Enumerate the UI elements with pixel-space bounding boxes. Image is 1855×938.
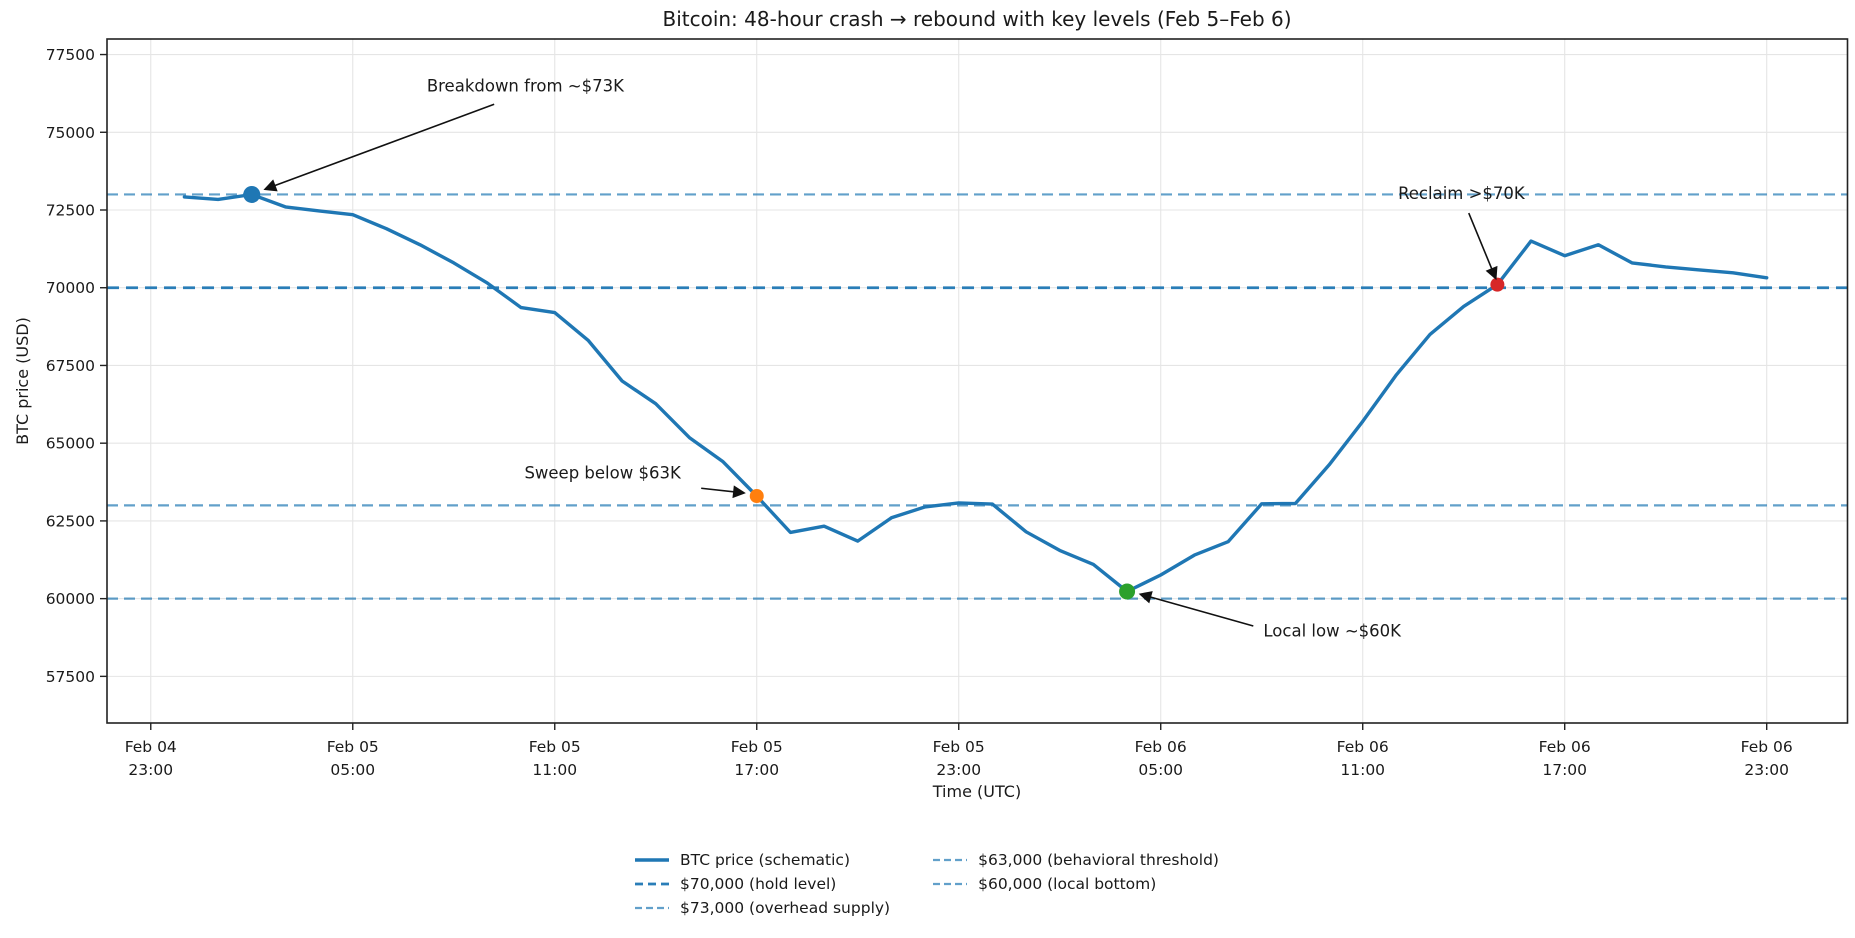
- x-tick-label: Feb 04 23:00: [125, 738, 177, 779]
- x-tick-label: Feb 06 05:00: [1135, 738, 1187, 779]
- x-tick-label: Feb 05 11:00: [529, 738, 581, 779]
- annotations: Breakdown from ~$73K Sweep below $63K Loca…: [263, 77, 1526, 640]
- chart-title: Bitcoin: 48-hour crash → rebound with ke…: [662, 7, 1291, 31]
- y-tick-label: 70000: [46, 279, 95, 297]
- annotation-arrow-sweep: [701, 485, 746, 499]
- y-axis-label: BTC price (USD): [13, 317, 32, 445]
- legend-label: BTC price (schematic): [680, 851, 851, 869]
- breakdown-marker: [243, 185, 261, 203]
- legend: BTC price (schematic) $70,000 (hold leve…: [634, 848, 1219, 920]
- legend-swatch-dashed-line: [635, 906, 669, 910]
- annotation-arrow-reclaim: [1468, 212, 1498, 281]
- x-axis-label: Time (UTC): [932, 782, 1021, 801]
- y-tick-label: 60000: [46, 590, 95, 608]
- x-tick-label: Feb 05 23:00: [933, 738, 985, 779]
- legend-swatch-solid-line: [635, 858, 669, 862]
- price-line: [182, 192, 1769, 594]
- sweep-marker: [749, 489, 764, 504]
- annotation-text-breakdown: Breakdown from ~$73K: [427, 77, 625, 96]
- legend-item-60k: $60,000 (local bottom): [932, 875, 1219, 893]
- annotation-text-local-low: Local low ~$60K: [1263, 621, 1402, 640]
- legend-swatch-dashed-line: [933, 882, 968, 886]
- annotation-arrow-local-low: [1138, 591, 1254, 627]
- key-level-lines: [107, 193, 1848, 600]
- reclaim-marker: [1490, 277, 1505, 292]
- y-tick-label: 62500: [46, 512, 95, 530]
- legend-item-btc-price: BTC price (schematic): [634, 851, 890, 869]
- legend-label: $70,000 (hold level): [680, 875, 837, 893]
- legend-item-63k: $63,000 (behavioral threshold): [932, 851, 1219, 869]
- legend-item-70k: $70,000 (hold level): [634, 875, 890, 893]
- legend-swatch-dashed-line: [635, 882, 669, 886]
- annotation-text-reclaim: Reclaim >$70K: [1398, 184, 1526, 203]
- annotation-text-sweep: Sweep below $63K: [524, 464, 682, 483]
- x-tick-label: Feb 06 23:00: [1741, 738, 1793, 779]
- x-tick-label: Feb 05 05:00: [327, 738, 379, 779]
- legend-swatch-dashed-line: [933, 858, 968, 862]
- y-tick-label: 65000: [46, 435, 95, 453]
- x-tick-label: Feb 06 17:00: [1539, 738, 1591, 779]
- y-tick-label: 75000: [46, 124, 95, 142]
- axes: 57500 60000 62500 65000 67500 70000 72500 75000…: [46, 38, 1849, 779]
- y-tick-label: 57500: [46, 668, 95, 686]
- plot-frame: [106, 38, 1849, 724]
- legend-label: $60,000 (local bottom): [978, 875, 1157, 893]
- x-tick-label: Feb 06 11:00: [1337, 738, 1389, 779]
- local-low-marker: [1119, 583, 1136, 600]
- legend-item-73k: $73,000 (overhead supply): [634, 899, 890, 917]
- gridlines: [107, 39, 1848, 723]
- y-tick-label: 72500: [46, 202, 95, 220]
- price-series: [182, 192, 1769, 594]
- legend-label: $73,000 (overhead supply): [680, 899, 891, 917]
- y-tick-label: 67500: [46, 357, 95, 375]
- event-markers: [243, 185, 1505, 600]
- legend-label: $63,000 (behavioral threshold): [978, 851, 1219, 869]
- y-tick-label: 77500: [46, 46, 95, 64]
- annotation-arrow-breakdown: [263, 103, 495, 192]
- x-tick-label: Feb 05 17:00: [731, 738, 783, 779]
